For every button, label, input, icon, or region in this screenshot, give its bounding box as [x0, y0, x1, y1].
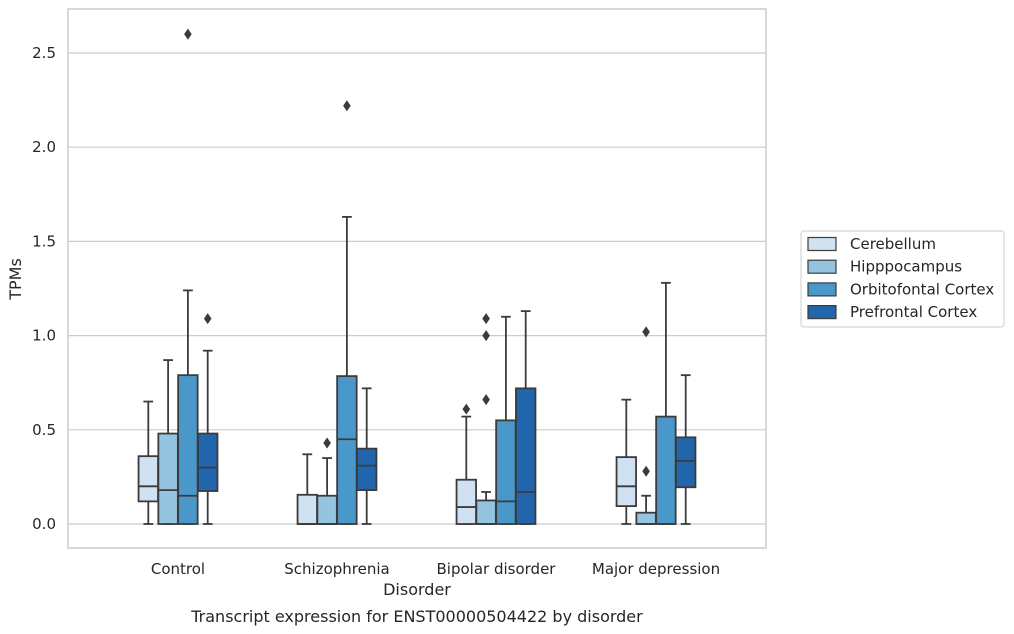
- legend-label: Orbitofontal Cortex: [850, 280, 994, 298]
- outlier-point: [203, 313, 212, 325]
- outlier-point: [642, 465, 650, 477]
- legend-swatch: [807, 259, 837, 274]
- outlier-point: [642, 326, 650, 338]
- y-tick-label: 1.0: [32, 327, 56, 345]
- box: [336, 375, 358, 525]
- legend-swatch: [807, 282, 837, 297]
- box-group: [137, 400, 159, 525]
- box-group: [635, 326, 657, 525]
- series-cerebellum: [137, 398, 637, 525]
- box-group: [296, 453, 318, 525]
- y-axis-label: TPMs: [6, 258, 25, 301]
- outlier-point: [184, 28, 192, 40]
- box: [296, 493, 318, 525]
- y-tick-label: 2.5: [32, 44, 56, 62]
- legend-swatch: [807, 236, 837, 252]
- figure-caption: Transcript expression for ENST0000050442…: [190, 607, 643, 626]
- box: [316, 494, 338, 525]
- outlier-point: [343, 100, 351, 112]
- outlier-point: [482, 313, 490, 325]
- box: [197, 432, 219, 492]
- legend: Cerebellum Hipppocampus Orbitofontal Corte…: [800, 230, 1005, 328]
- box-group: [197, 313, 219, 525]
- outlier-point: [462, 403, 471, 415]
- y-tick-label: 1.5: [32, 232, 56, 250]
- series-orbitofontal-cortex: [177, 28, 677, 525]
- box: [495, 419, 517, 525]
- box: [675, 436, 697, 489]
- box-group: [455, 403, 477, 525]
- box: [635, 511, 657, 525]
- series-hipppocampus: [157, 313, 657, 525]
- box: [137, 455, 159, 503]
- x-tick-label: Bipolar disorder: [437, 560, 557, 578]
- x-tick-label: Major depression: [592, 560, 720, 578]
- box-group: [177, 28, 199, 525]
- box-group: [675, 374, 697, 525]
- legend-label: Prefrontal Cortex: [850, 303, 977, 321]
- box: [177, 374, 199, 525]
- box-group: [316, 437, 338, 525]
- legend-label: Hipppocampus: [850, 258, 962, 276]
- box: [157, 432, 179, 525]
- y-tick-label: 0.0: [32, 515, 56, 533]
- box: [475, 499, 497, 525]
- outlier-point: [323, 437, 331, 449]
- box-group: [515, 310, 537, 525]
- box-series: [137, 28, 697, 525]
- y-tick-label: 2.0: [32, 138, 56, 156]
- y-tick-label: 0.5: [32, 421, 56, 439]
- legend-label: Cerebellum: [850, 235, 936, 253]
- legend-frame: [800, 230, 1005, 328]
- box: [655, 415, 677, 525]
- box-group: [475, 313, 497, 525]
- x-tick-labels: Control Schizophrenia Bipolar disorder Majo…: [151, 560, 720, 578]
- box: [615, 456, 637, 508]
- x-axis-label: Disorder: [383, 580, 451, 599]
- x-tick-label: Schizophrenia: [284, 560, 389, 578]
- x-tick-label: Control: [151, 560, 205, 578]
- box: [356, 447, 378, 491]
- box-group: [336, 100, 358, 525]
- series-prefrontal-cortex: [197, 310, 697, 525]
- box-group: [655, 281, 677, 525]
- outlier-point: [482, 330, 490, 342]
- legend-swatch: [807, 305, 837, 320]
- outlier-point: [482, 394, 490, 406]
- box-group: [615, 398, 637, 525]
- y-tick-labels: 0.0 0.5 1.0 1.5 2.0 2.5: [32, 44, 56, 533]
- box-group: [157, 359, 179, 525]
- box: [455, 478, 477, 525]
- box: [515, 387, 537, 525]
- box-group: [495, 315, 517, 525]
- box-group: [356, 387, 378, 525]
- plot-frame: [67, 8, 767, 549]
